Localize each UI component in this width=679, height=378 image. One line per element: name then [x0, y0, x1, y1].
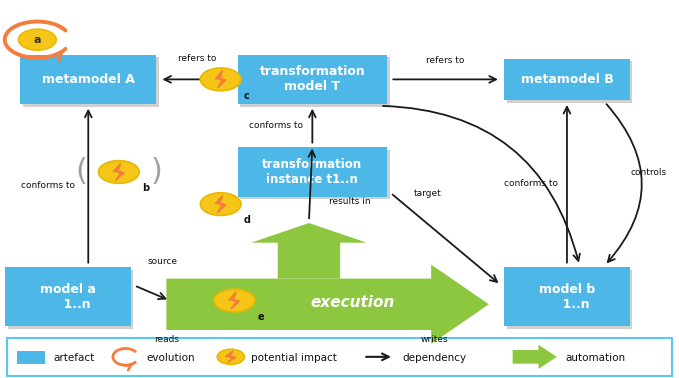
Text: target: target	[414, 189, 441, 198]
FancyBboxPatch shape	[504, 59, 630, 100]
Text: artefact: artefact	[53, 353, 94, 363]
Circle shape	[200, 68, 241, 91]
Text: (: (	[75, 158, 88, 186]
Text: c: c	[244, 91, 250, 101]
Polygon shape	[215, 71, 226, 88]
Text: model b
    1..n: model b 1..n	[539, 283, 595, 311]
FancyBboxPatch shape	[5, 268, 130, 326]
Text: conforms to: conforms to	[20, 181, 75, 190]
FancyBboxPatch shape	[504, 268, 630, 326]
Text: reads: reads	[154, 335, 179, 344]
Polygon shape	[513, 345, 557, 369]
Text: controls: controls	[630, 169, 667, 177]
Text: dependency: dependency	[402, 353, 466, 363]
Polygon shape	[251, 223, 367, 279]
Text: transformation
instance t1..n: transformation instance t1..n	[262, 158, 363, 186]
Text: automation: automation	[565, 353, 625, 363]
FancyBboxPatch shape	[507, 270, 633, 328]
FancyBboxPatch shape	[17, 351, 45, 364]
Text: model a
    1..n: model a 1..n	[40, 283, 96, 311]
Polygon shape	[215, 195, 226, 213]
FancyBboxPatch shape	[238, 55, 387, 104]
Text: refers to: refers to	[426, 56, 465, 65]
Text: metamodel B: metamodel B	[521, 73, 613, 86]
FancyBboxPatch shape	[23, 57, 159, 107]
Circle shape	[18, 29, 56, 50]
Text: source: source	[148, 257, 178, 266]
FancyBboxPatch shape	[7, 338, 672, 376]
Circle shape	[98, 161, 139, 183]
Text: writes: writes	[421, 335, 448, 344]
Text: evolution: evolution	[146, 353, 195, 363]
Text: b: b	[143, 183, 149, 193]
FancyBboxPatch shape	[8, 270, 134, 328]
Polygon shape	[225, 351, 236, 363]
Text: transformation
model T: transformation model T	[259, 65, 365, 93]
Text: d: d	[244, 215, 251, 225]
Text: ): )	[150, 158, 162, 186]
Text: potential impact: potential impact	[251, 353, 337, 363]
Circle shape	[217, 349, 244, 364]
Polygon shape	[166, 265, 489, 344]
Text: e: e	[257, 312, 264, 322]
FancyBboxPatch shape	[507, 61, 633, 103]
Text: results in: results in	[329, 197, 371, 206]
Polygon shape	[229, 292, 240, 309]
Text: metamodel A: metamodel A	[42, 73, 134, 86]
Text: conforms to: conforms to	[504, 179, 558, 188]
Circle shape	[214, 289, 255, 312]
FancyBboxPatch shape	[240, 150, 390, 199]
FancyBboxPatch shape	[238, 147, 387, 197]
Polygon shape	[113, 163, 124, 181]
Text: refers to: refers to	[178, 54, 216, 64]
Text: execution: execution	[311, 295, 395, 310]
Text: conforms to: conforms to	[249, 121, 304, 130]
Circle shape	[200, 193, 241, 215]
Text: a: a	[33, 35, 41, 45]
FancyBboxPatch shape	[20, 55, 156, 104]
FancyBboxPatch shape	[240, 57, 390, 107]
